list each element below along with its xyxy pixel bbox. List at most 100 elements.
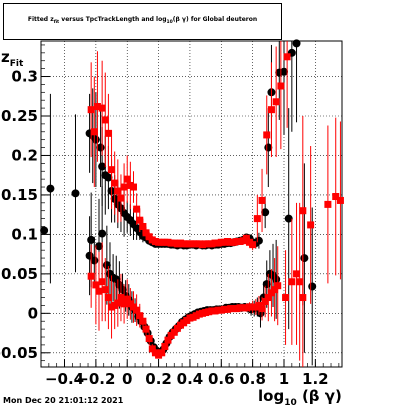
data-point (136, 312, 144, 320)
data-point (283, 53, 291, 61)
y-tick-label: 0 (28, 304, 38, 322)
data-point (46, 184, 55, 193)
data-point (284, 214, 293, 223)
y-tick-label: -0.05 (0, 344, 38, 362)
data-point (98, 229, 107, 238)
data-point (40, 226, 49, 235)
x-tick-label: 0.4 (177, 370, 204, 388)
data-point (98, 104, 106, 112)
data-point (170, 328, 178, 336)
data-point (292, 39, 301, 48)
timestamp-stamp: Mon Dec 20 21:01:12 2021 (3, 396, 124, 405)
data-point (87, 235, 96, 244)
data-point (117, 194, 125, 202)
data-point (249, 241, 257, 249)
data-point (272, 275, 281, 284)
y-tick-label: 0.05 (1, 265, 38, 283)
data-point (136, 216, 144, 224)
data-point (98, 162, 107, 171)
data-point (129, 183, 137, 191)
data-point (164, 336, 172, 344)
data-point (267, 106, 275, 114)
data-point (139, 317, 147, 325)
data-point (261, 297, 269, 305)
chart-title: Fitted zfit versus TpcTrackLength and lo… (27, 16, 258, 26)
data-point (148, 345, 156, 353)
data-point (95, 287, 103, 295)
data-point (253, 215, 261, 223)
x-tick-label: 1 (279, 370, 289, 388)
x-tick-label: −0.4 (45, 370, 84, 388)
data-point (114, 187, 122, 195)
data-point (87, 272, 95, 280)
x-tick-label: 0.8 (239, 370, 266, 388)
data-point (91, 135, 100, 144)
data-point (258, 305, 266, 313)
data-point (264, 294, 272, 302)
data-point (104, 294, 112, 302)
y-axis-label: zFit (1, 48, 24, 69)
data-point (87, 106, 95, 114)
data-point (98, 278, 106, 286)
data-point (133, 306, 141, 314)
data-point (101, 116, 109, 124)
data-point (158, 349, 166, 357)
data-point (133, 205, 141, 213)
data-point (293, 270, 301, 278)
data-point (123, 295, 131, 303)
data-point (92, 281, 100, 289)
data-point (142, 229, 150, 237)
y-tick-label: 0.15 (1, 186, 38, 204)
y-tick-label: 0.1 (11, 225, 38, 243)
y-tick-label: 0.3 (11, 68, 38, 86)
x-tick-label: 0 (122, 370, 132, 388)
x-axis-label: log10 (β γ) (258, 387, 342, 408)
data-point (272, 98, 280, 106)
data-point (288, 278, 296, 286)
data-point (71, 189, 80, 198)
data-point (242, 234, 250, 242)
data-point (307, 221, 315, 229)
data-point (274, 282, 282, 290)
data-point (299, 294, 307, 302)
chart-title-box: Fitted zfit versus TpcTrackLength and lo… (3, 3, 282, 40)
data-point (282, 294, 290, 302)
data-point (308, 282, 317, 291)
x-tick-label: 0.2 (145, 370, 172, 388)
y-tick-label: 0.2 (11, 146, 38, 164)
x-tick-label: −0.2 (76, 370, 115, 388)
data-point (277, 82, 285, 90)
data-point (161, 342, 169, 350)
x-tick-label: 1.2 (302, 370, 329, 388)
data-point (108, 166, 116, 174)
data-point (271, 286, 279, 294)
y-axis: -0.05 0 0.05 0.1 0.15 0.2 0.25 0.3 (0, 44, 50, 362)
y-tick-label: 0.25 (1, 107, 38, 125)
data-point (120, 183, 128, 191)
series-red-squares (87, 41, 344, 367)
data-point (336, 196, 344, 204)
data-point (332, 193, 340, 201)
data-point (90, 128, 98, 136)
data-point (258, 196, 266, 204)
data-point (101, 286, 109, 294)
data-point (263, 131, 271, 139)
data-point (104, 173, 113, 182)
data-point (104, 129, 112, 137)
data-point (300, 254, 309, 263)
data-point (324, 200, 332, 208)
data-point (93, 103, 101, 111)
data-point (145, 335, 153, 343)
data-point (111, 179, 119, 187)
data-point (296, 278, 304, 286)
data-point (117, 294, 125, 302)
data-point (142, 325, 150, 333)
x-tick-label: 0.6 (208, 370, 235, 388)
data-point (114, 299, 122, 307)
data-point (139, 222, 147, 230)
x-axis: −0.4−0.2 0 0.2 0.4 0.6 0.8 1 1.2 (45, 359, 340, 388)
data-point (120, 300, 128, 308)
data-point (123, 175, 131, 183)
data-series (40, 39, 344, 367)
